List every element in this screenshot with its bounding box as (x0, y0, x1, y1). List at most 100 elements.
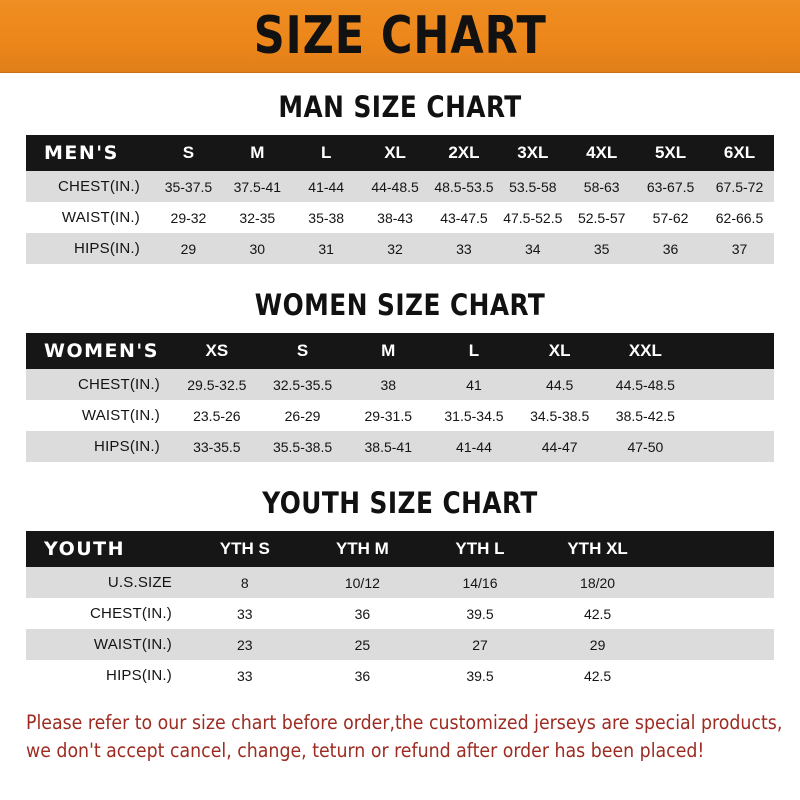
youth-size-header-yth-l: YTH L (421, 531, 539, 567)
men-table-row: CHEST(IN.) 35-37.5 37.5-41 41-44 44-48.5 48.5… (26, 171, 774, 202)
women-cell: 29-31.5 (345, 400, 432, 431)
women-row-label: WAIST(IN.) (26, 400, 174, 431)
men-cell: 37.5-41 (222, 171, 292, 202)
youth-cell: 27 (421, 629, 539, 660)
women-size-header-s: S (259, 333, 346, 369)
youth-cell: 39.5 (421, 660, 539, 691)
men-size-header-6xl: 6XL (705, 135, 774, 171)
women-size-table: WOMEN'S XS S M L XL XXL CHEST(IN.) 29.5-32.5 32… (26, 333, 774, 462)
men-row-label: CHEST(IN.) (26, 171, 154, 202)
men-size-header-xl: XL (360, 135, 430, 171)
men-cell: 33 (429, 233, 499, 264)
youth-row-label: CHEST(IN.) (26, 598, 186, 629)
youth-cell: 33 (186, 598, 304, 629)
youth-cell: 14/16 (421, 567, 539, 598)
men-cell: 32-35 (222, 202, 292, 233)
youth-size-header-yth-s: YTH S (186, 531, 304, 567)
youth-size-table: YOUTH YTH S YTH M YTH L YTH XL U.S.SIZE 8 10/… (26, 531, 774, 691)
youth-cell: 36 (303, 660, 422, 691)
women-cell: 33-35.5 (174, 431, 260, 462)
men-table-header-row: MEN'S S M L XL 2XL 3XL 4XL 5XL 6XL (26, 135, 774, 171)
men-cell: 29 (154, 233, 223, 264)
order-policy-note-line-1: Please refer to our size chart before or… (26, 711, 783, 734)
women-size-header-xl: XL (516, 333, 603, 369)
men-cell: 67.5-72 (705, 171, 774, 202)
youth-cell: 10/12 (303, 567, 422, 598)
women-cell: 44.5 (516, 369, 603, 400)
youth-row-label: WAIST(IN.) (26, 629, 186, 660)
men-cell: 43-47.5 (429, 202, 499, 233)
youth-cell: 23 (186, 629, 304, 660)
women-cell: 47-50 (602, 431, 689, 462)
size-chart-banner: SIZE CHART (0, 0, 800, 73)
youth-table-body: U.S.SIZE 8 10/12 14/16 18/20 CHEST(IN.) 33 36 39… (26, 567, 774, 691)
youth-table-header-row: YOUTH YTH S YTH M YTH L YTH XL (26, 531, 774, 567)
youth-cell: 36 (303, 598, 422, 629)
men-row-label: WAIST(IN.) (26, 202, 154, 233)
youth-cell: 18/20 (538, 567, 657, 598)
women-size-header-m: M (345, 333, 432, 369)
women-cell (688, 431, 774, 462)
women-cell: 35.5-38.5 (259, 431, 346, 462)
youth-section-title: YOUTH SIZE CHART (262, 486, 538, 520)
men-cell: 35 (567, 233, 637, 264)
youth-cell: 8 (186, 567, 304, 598)
women-size-header-xxl: XXL (602, 333, 689, 369)
men-size-header-m: M (222, 135, 292, 171)
women-cell: 23.5-26 (174, 400, 260, 431)
youth-cell (656, 629, 774, 660)
women-size-header-l: L (431, 333, 517, 369)
women-row-label: CHEST(IN.) (26, 369, 174, 400)
men-size-header-2xl: 2XL (429, 135, 499, 171)
men-cell: 63-67.5 (636, 171, 705, 202)
men-size-header-3xl: 3XL (498, 135, 568, 171)
youth-cell (656, 567, 774, 598)
women-cell: 38.5-41 (345, 431, 432, 462)
women-cell: 44.5-48.5 (602, 369, 689, 400)
youth-cell (656, 598, 774, 629)
women-table-row: WAIST(IN.) 23.5-26 26-29 29-31.5 31.5-34.5 34… (26, 400, 774, 431)
men-cell: 29-32 (154, 202, 223, 233)
women-cell: 41-44 (431, 431, 517, 462)
men-table-row: HIPS(IN.) 29 30 31 32 33 34 35 36 37 (26, 233, 774, 264)
men-cell: 53.5-58 (498, 171, 568, 202)
women-cell (688, 400, 774, 431)
youth-size-header-empty-4 (656, 531, 774, 567)
men-row-label: HIPS(IN.) (26, 233, 154, 264)
men-cell: 35-37.5 (154, 171, 223, 202)
youth-cell: 33 (186, 660, 304, 691)
men-cell: 62-66.5 (705, 202, 774, 233)
women-cell (688, 369, 774, 400)
man-section-title: MAN SIZE CHART (278, 90, 522, 124)
youth-row-head: YOUTH (26, 531, 186, 567)
order-policy-note: Please refer to our size chart before or… (26, 709, 783, 766)
women-size-header-empty-6 (688, 333, 774, 369)
women-cell: 38.5-42.5 (602, 400, 689, 431)
men-cell: 44-48.5 (360, 171, 430, 202)
men-cell: 37 (705, 233, 774, 264)
youth-cell (656, 660, 774, 691)
men-size-header-4xl: 4XL (567, 135, 637, 171)
men-cell: 31 (291, 233, 361, 264)
page-title: SIZE CHART (253, 6, 547, 66)
youth-size-header-yth-xl: YTH XL (538, 531, 657, 567)
men-cell: 52.5-57 (567, 202, 637, 233)
youth-cell: 25 (303, 629, 422, 660)
men-table-body: CHEST(IN.) 35-37.5 37.5-41 41-44 44-48.5 48.5… (26, 171, 774, 264)
order-policy-note-line-2: we don't accept cancel, change, teturn o… (26, 739, 705, 763)
women-table-body: CHEST(IN.) 29.5-32.5 32.5-35.5 38 41 44.5 44.5… (26, 369, 774, 462)
men-cell: 34 (498, 233, 568, 264)
youth-table-row: WAIST(IN.) 23 25 27 29 (26, 629, 774, 660)
men-cell: 57-62 (636, 202, 705, 233)
men-cell: 41-44 (291, 171, 361, 202)
men-size-header-s: S (154, 135, 223, 171)
men-cell: 47.5-52.5 (498, 202, 568, 233)
men-size-table: MEN'S S M L XL 2XL 3XL 4XL 5XL 6XL CHEST(IN.) 35-… (26, 135, 774, 264)
men-cell: 58-63 (567, 171, 637, 202)
men-size-header-l: L (291, 135, 361, 171)
women-cell: 29.5-32.5 (174, 369, 260, 400)
women-cell: 38 (345, 369, 432, 400)
women-table-row: HIPS(IN.) 33-35.5 35.5-38.5 38.5-41 41-44 44-… (26, 431, 774, 462)
women-cell: 34.5-38.5 (516, 400, 603, 431)
women-cell: 26-29 (259, 400, 346, 431)
